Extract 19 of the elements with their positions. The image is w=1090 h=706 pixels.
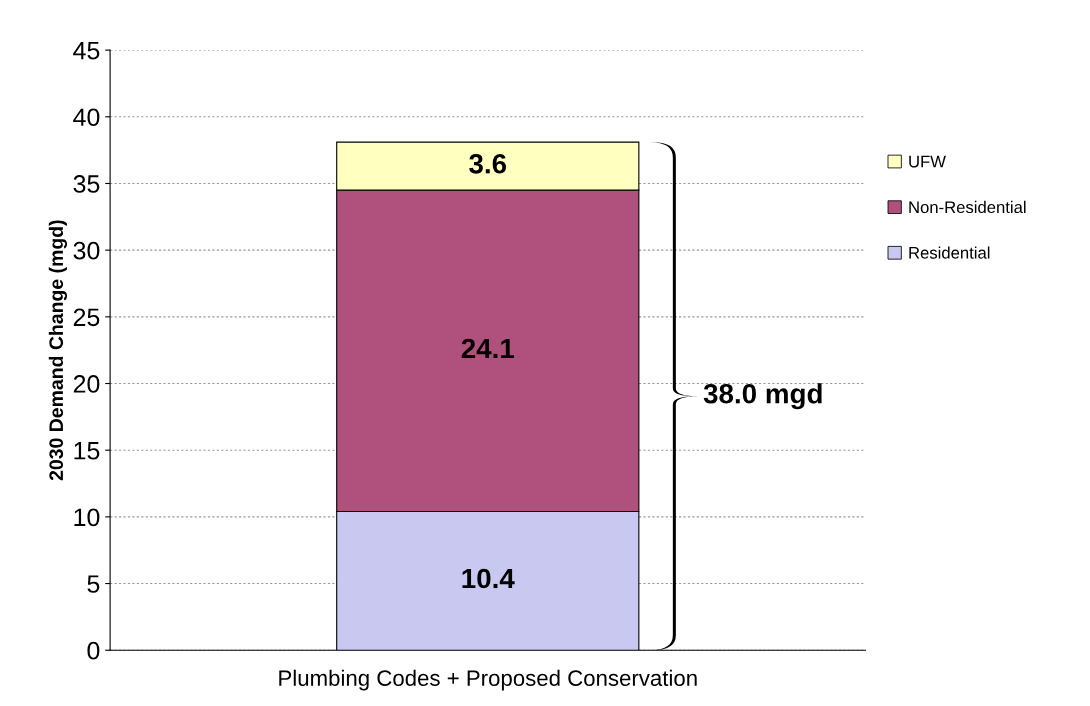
y-tick-label: 30 xyxy=(73,241,100,260)
legend-label: Non-Residential xyxy=(909,200,1026,214)
y-tick-label: 15 xyxy=(74,442,100,460)
legend-label: UFW xyxy=(909,155,946,168)
y-tick-label: 25 xyxy=(73,308,100,327)
y-tick-label: 45 xyxy=(73,41,100,60)
y-tick-label: 40 xyxy=(73,108,100,127)
x-tick-label: Plumbing Codes + Proposed Conservation xyxy=(279,669,697,691)
y-tick-label: 35 xyxy=(73,175,100,193)
data-label: 3.6 xyxy=(469,153,507,174)
annotation: 38.0 mgd xyxy=(703,383,822,410)
y-axis-title: 2030 Demand Change (mgd) xyxy=(48,220,68,481)
y-tick-label: 10 xyxy=(74,508,100,527)
data-label: 24.1 xyxy=(461,338,515,359)
y-tick-label: 5 xyxy=(87,575,100,593)
y-tick-label: 20 xyxy=(73,375,100,393)
data-label: 10.4 xyxy=(462,568,515,589)
y-tick-label: 0 xyxy=(87,641,100,660)
legend-label: Residential xyxy=(909,246,990,259)
